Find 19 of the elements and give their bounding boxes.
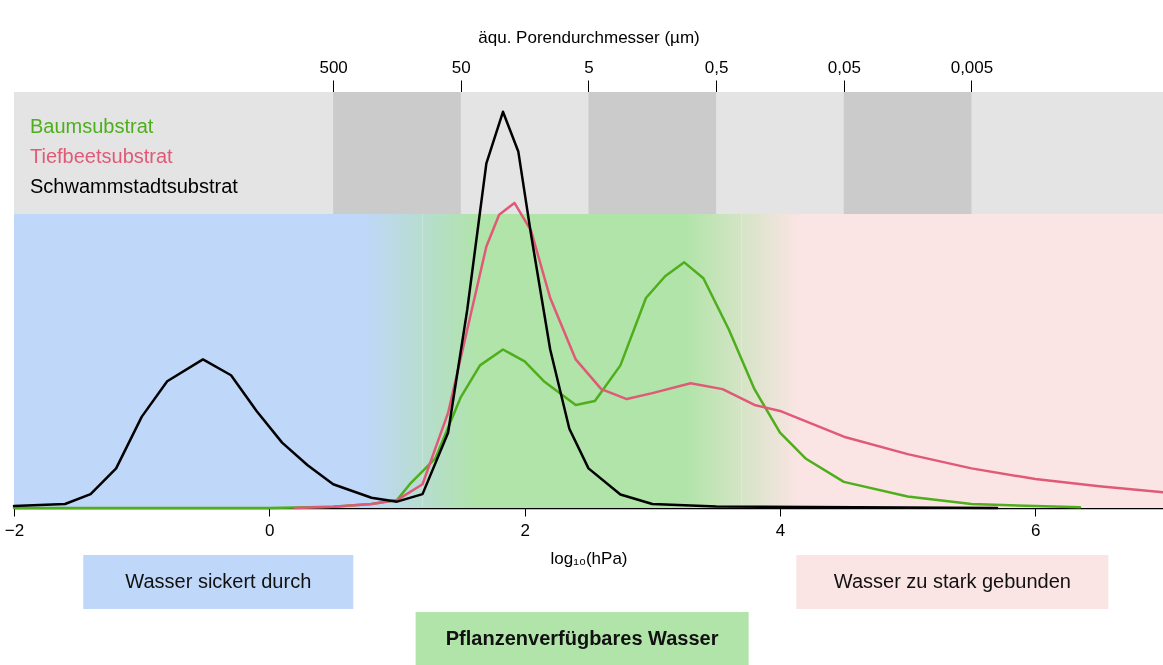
text: Baumsubstrat	[30, 115, 154, 137]
x2-tick-label: 0,5	[704, 57, 729, 77]
x-tick-label: 0	[265, 520, 275, 540]
x-tick-label: 4	[775, 520, 786, 540]
x2-tick-label: 50	[451, 57, 471, 77]
x2-tick-label: 0,05	[827, 57, 861, 77]
text: Wasser zu stark gebunden	[833, 570, 1071, 592]
text: Schwammstadtsubstrat	[30, 175, 239, 197]
text: Pflanzenverfügbares Wasser	[445, 627, 719, 649]
x2-tick-label: 500	[319, 57, 348, 77]
x-tick-label: −2	[4, 520, 25, 540]
x2-tick-label: 0,005	[950, 57, 994, 77]
text: Tiefbeetsubstrat	[30, 145, 174, 167]
x2-axis-title: äqu. Porendurchmesser (µm)	[478, 27, 700, 47]
x-axis-title: log₁₀(hPa)	[550, 548, 628, 568]
x-tick-label: 2	[520, 520, 530, 540]
text: Wasser sickert durch	[125, 570, 312, 592]
x-tick-label: 6	[1031, 520, 1041, 540]
x2-tick-label: 5	[584, 57, 594, 77]
